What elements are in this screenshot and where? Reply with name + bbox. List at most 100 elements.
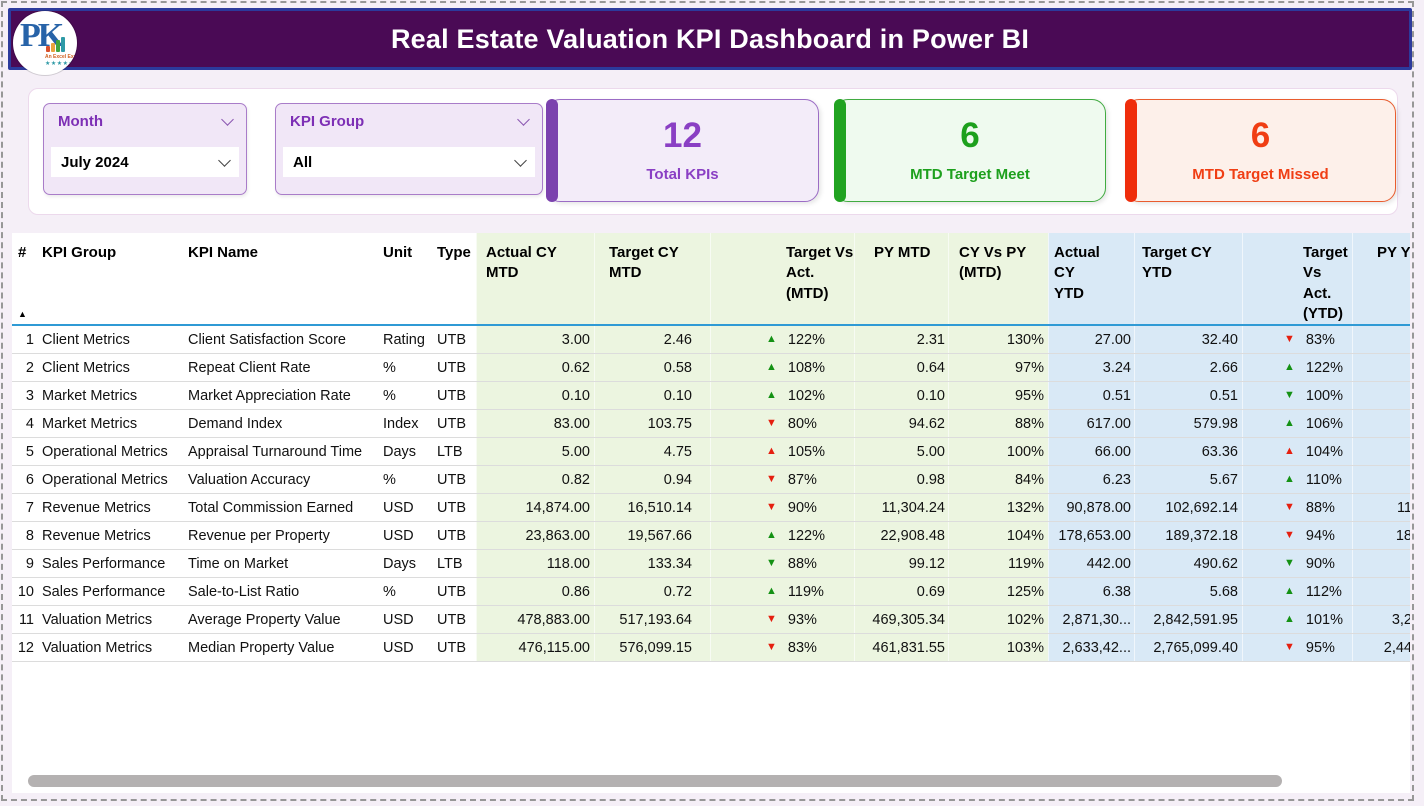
cell-target_mtd: 103.75 bbox=[594, 410, 710, 437]
cell-tva_ytd: ▼ 94% bbox=[1242, 522, 1352, 549]
cell-py_mtd: 5.00 bbox=[854, 438, 948, 465]
cell-num: 10 bbox=[17, 583, 34, 600]
column-header-num[interactable]: # bbox=[18, 244, 27, 261]
cell-unit: USD bbox=[383, 639, 414, 656]
column-header-py_ytd[interactable]: PY YTD bbox=[1352, 233, 1410, 324]
month-slicer-header[interactable]: Month bbox=[44, 104, 246, 130]
table-row[interactable]: 8 Revenue Metrics Revenue per Property USD U… bbox=[12, 522, 1410, 550]
column-header-actual_mtd[interactable]: Actual CY MTD bbox=[476, 233, 594, 324]
cell-target_ytd: 32.40 bbox=[1134, 326, 1242, 353]
column-header-cy_py_mtd[interactable]: CY Vs PY (MTD) bbox=[948, 233, 1048, 324]
cell-num: 3 bbox=[25, 387, 34, 404]
cell-target_mtd: 2.46 bbox=[594, 326, 710, 353]
chevron-down-icon bbox=[221, 113, 234, 126]
column-header-name[interactable]: KPI Name bbox=[188, 244, 259, 261]
month-dropdown[interactable]: July 2024 bbox=[51, 147, 239, 177]
table-row[interactable]: 2 Client Metrics Repeat Client Rate% UTB 0.6… bbox=[12, 354, 1410, 382]
page-title: Real Estate Valuation KPI Dashboard in P… bbox=[390, 23, 1030, 54]
column-header-tva_ytd[interactable]: Target Vs Act. (YTD) bbox=[1242, 233, 1352, 324]
cell-py_mtd: 94.62 bbox=[854, 410, 948, 437]
trend-down-icon: ▼ bbox=[766, 557, 777, 569]
cell-actual_mtd: 14,874.00 bbox=[476, 494, 594, 521]
column-header-tva_mtd[interactable]: Target Vs Act. (MTD) bbox=[710, 233, 854, 324]
trend-down-icon: ▼ bbox=[1284, 529, 1295, 541]
cell-actual_mtd: 0.62 bbox=[476, 354, 594, 381]
cell-name: Demand Index bbox=[188, 415, 283, 432]
table-row[interactable]: 10 Sales Performance Sale-to-List Ratio% UT… bbox=[12, 578, 1410, 606]
cell-type: UTB bbox=[437, 611, 466, 628]
mtd-target-missed-value: 6 bbox=[1250, 116, 1271, 155]
cell-cy_py_mtd: 84% bbox=[948, 466, 1048, 493]
cell-tva_mtd: ▲ 119% bbox=[710, 578, 854, 605]
table-row[interactable]: 5 Operational Metrics Appraisal Turnaround… bbox=[12, 438, 1410, 466]
cell-actual_ytd: 0.51 bbox=[1048, 382, 1134, 409]
kpi-group-slicer: KPI Group All bbox=[275, 103, 543, 195]
total-kpis-label: Total KPIs bbox=[646, 166, 719, 183]
cell-cy_py_mtd: 119% bbox=[948, 550, 1048, 577]
column-header-target_ytd[interactable]: Target CY YTD bbox=[1134, 233, 1242, 324]
cell-name: Valuation Accuracy bbox=[188, 471, 311, 488]
cell-cy_py_mtd: 97% bbox=[948, 354, 1048, 381]
trend-up-icon: ▲ bbox=[1284, 473, 1295, 485]
column-header-target_mtd[interactable]: Target CY MTD bbox=[594, 233, 710, 324]
cell-tva_mtd: ▲ 105% bbox=[710, 438, 854, 465]
column-header-type[interactable]: Type bbox=[437, 244, 471, 261]
trend-up-icon: ▲ bbox=[1284, 613, 1295, 625]
cell-num: 4 bbox=[25, 415, 34, 432]
cell-actual_ytd: 617.00 bbox=[1048, 410, 1134, 437]
table-row[interactable]: 6 Operational Metrics Valuation Accuracy% U… bbox=[12, 466, 1410, 494]
cell-py_ytd bbox=[1352, 326, 1410, 353]
cell-target_ytd: 102,692.14 bbox=[1134, 494, 1242, 521]
chevron-down-icon bbox=[517, 113, 530, 126]
horizontal-scrollbar[interactable] bbox=[28, 775, 1282, 787]
table-row[interactable]: 11 Valuation Metrics Average Property Valu… bbox=[12, 606, 1410, 634]
column-header-unit[interactable]: Unit bbox=[383, 244, 413, 261]
column-header-group[interactable]: KPI Group bbox=[42, 244, 117, 261]
cell-target_ytd: 5.68 bbox=[1134, 578, 1242, 605]
kpi-group-dropdown[interactable]: All bbox=[283, 147, 535, 177]
cell-py_ytd bbox=[1352, 466, 1410, 493]
mtd-target-meet-card: 6 MTD Target Meet bbox=[834, 99, 1106, 202]
sort-ascending-icon[interactable]: ▲ bbox=[18, 309, 27, 319]
cell-cy_py_mtd: 95% bbox=[948, 382, 1048, 409]
cell-name: Sale-to-List Ratio bbox=[188, 583, 300, 600]
logo-tagline: An Excel Expert bbox=[45, 54, 77, 60]
kpi-group-selected-value: All bbox=[293, 153, 313, 171]
cell-cy_py_mtd: 102% bbox=[948, 606, 1048, 633]
cell-py_mtd: 461,831.55 bbox=[854, 634, 948, 661]
cell-tva_ytd: ▼ 95% bbox=[1242, 634, 1352, 661]
filters-and-cards-panel: Month July 2024 KPI Group All 12 Total K… bbox=[28, 88, 1398, 215]
cell-cy_py_mtd: 100% bbox=[948, 438, 1048, 465]
trend-down-icon: ▼ bbox=[766, 473, 777, 485]
cell-unit: % bbox=[383, 387, 396, 404]
column-header-py_mtd[interactable]: PY MTD bbox=[854, 233, 948, 324]
cell-type: UTB bbox=[437, 499, 466, 516]
table-row[interactable]: 7 Revenue Metrics Total Commission Earned U… bbox=[12, 494, 1410, 522]
table-row[interactable]: 3 Market Metrics Market Appreciation Rate%… bbox=[12, 382, 1410, 410]
cell-unit: USD bbox=[383, 527, 414, 544]
column-header-actual_ytd[interactable]: Actual CY YTD bbox=[1048, 233, 1134, 324]
brand-logo: PK An Excel Expert ★★★★★ bbox=[13, 11, 77, 75]
table-row[interactable]: 1 Client Metrics Client Satisfaction Score… bbox=[12, 326, 1410, 354]
table-row[interactable]: 9 Sales Performance Time on Market Days LTB 1… bbox=[12, 550, 1410, 578]
cell-group: Valuation Metrics bbox=[42, 639, 153, 656]
cell-tva_mtd: ▼ 80% bbox=[710, 410, 854, 437]
card-accent-bar bbox=[546, 99, 558, 202]
cell-tva_ytd: ▲ 106% bbox=[1242, 410, 1352, 437]
kpi-group-slicer-header[interactable]: KPI Group bbox=[276, 104, 542, 130]
cell-num: 2 bbox=[25, 359, 34, 376]
trend-up-icon: ▲ bbox=[1284, 361, 1295, 373]
table-row[interactable]: 4 Market Metrics Demand Index Index UTB 83.00… bbox=[12, 410, 1410, 438]
mtd-target-missed-card: 6 MTD Target Missed bbox=[1125, 99, 1396, 202]
cell-group: Revenue Metrics bbox=[42, 527, 151, 544]
cell-num: 11 bbox=[18, 611, 34, 628]
table-header-row: # KPI Group KPI Name Unit Type Actual CY MTD T… bbox=[12, 233, 1410, 326]
cell-tva_ytd: ▼ 100% bbox=[1242, 382, 1352, 409]
mtd-target-meet-label: MTD Target Meet bbox=[910, 166, 1030, 183]
cell-tva_ytd: ▲ 101% bbox=[1242, 606, 1352, 633]
cell-target_ytd: 2,842,591.95 bbox=[1134, 606, 1242, 633]
cell-name: Client Satisfaction Score bbox=[188, 331, 346, 348]
trend-down-icon: ▼ bbox=[1284, 641, 1295, 653]
table-row[interactable]: 12 Valuation Metrics Median Property Value… bbox=[12, 634, 1410, 662]
cell-name: Time on Market bbox=[188, 555, 289, 572]
